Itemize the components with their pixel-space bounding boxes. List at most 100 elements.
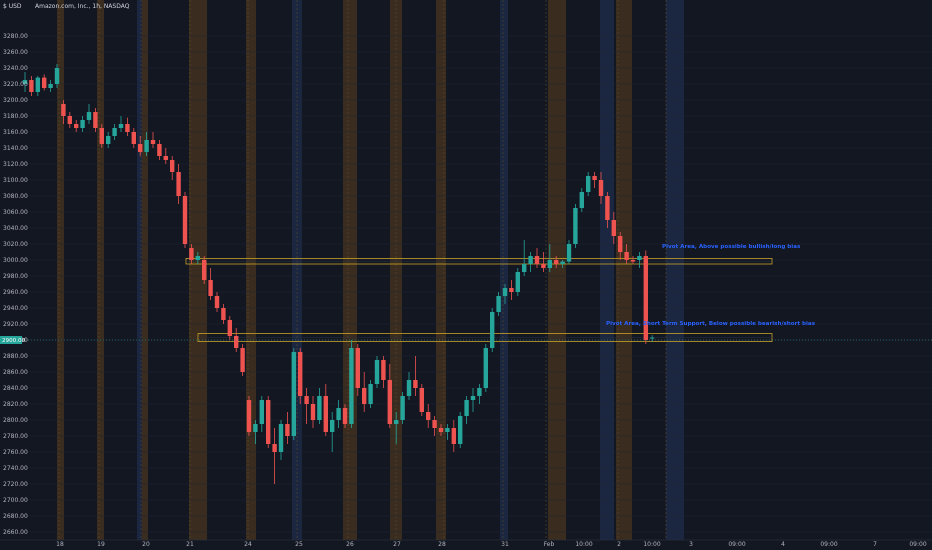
candle-body[interactable] xyxy=(48,84,53,88)
candle-body[interactable] xyxy=(214,296,220,308)
candle-body[interactable] xyxy=(618,236,623,252)
candle-body[interactable] xyxy=(291,352,296,436)
candle-body[interactable] xyxy=(502,288,508,296)
candle-body[interactable] xyxy=(106,136,111,144)
candle-body[interactable] xyxy=(29,80,34,92)
candle-body[interactable] xyxy=(182,196,188,244)
candle-body[interactable] xyxy=(189,248,194,260)
candle-body[interactable] xyxy=(541,264,546,268)
candle-body[interactable] xyxy=(221,308,226,320)
candle-body[interactable] xyxy=(234,336,239,348)
candle-body[interactable] xyxy=(93,112,98,128)
candle-body[interactable] xyxy=(176,172,181,196)
candle-body[interactable] xyxy=(554,260,559,264)
candle-body[interactable] xyxy=(650,337,655,339)
candle-body[interactable] xyxy=(368,384,373,404)
candle-body[interactable] xyxy=(534,256,540,264)
candle-body[interactable] xyxy=(451,428,456,444)
candle-body[interactable] xyxy=(253,424,258,432)
candle-body[interactable] xyxy=(330,420,335,432)
candle-body[interactable] xyxy=(490,312,495,348)
candle-body[interactable] xyxy=(240,348,245,372)
candle-body[interactable] xyxy=(298,352,303,396)
candle-body[interactable] xyxy=(509,288,514,292)
candle-body[interactable] xyxy=(381,360,386,380)
candle-body[interactable] xyxy=(566,244,572,262)
candle-body[interactable] xyxy=(304,396,309,404)
candle-body[interactable] xyxy=(605,196,610,220)
candle-body[interactable] xyxy=(323,396,328,432)
candle-body[interactable] xyxy=(573,208,578,244)
candle-body[interactable] xyxy=(598,180,604,196)
candle-body[interactable] xyxy=(426,412,431,420)
candle-body[interactable] xyxy=(22,80,28,84)
candle-body[interactable] xyxy=(586,176,591,192)
candle-body[interactable] xyxy=(170,160,175,172)
candle-body[interactable] xyxy=(349,348,354,424)
candle-body[interactable] xyxy=(419,388,424,412)
candle-body[interactable] xyxy=(278,424,284,452)
candle-body[interactable] xyxy=(579,192,584,208)
candle-body[interactable] xyxy=(138,144,143,152)
candle-body[interactable] xyxy=(157,144,162,156)
candle-body[interactable] xyxy=(413,380,418,388)
candle-body[interactable] xyxy=(42,77,47,88)
candle-body[interactable] xyxy=(195,256,200,260)
candle-body[interactable] xyxy=(99,128,104,144)
candle-body[interactable] xyxy=(477,388,482,396)
candle-body[interactable] xyxy=(86,112,92,120)
candle-body[interactable] xyxy=(163,156,168,160)
candle-body[interactable] xyxy=(202,260,207,280)
candle-body[interactable] xyxy=(80,120,85,128)
candle-body[interactable] xyxy=(35,77,40,92)
candle-body[interactable] xyxy=(374,360,380,384)
candle-body[interactable] xyxy=(112,128,117,136)
candle-body[interactable] xyxy=(246,400,252,432)
candle-body[interactable] xyxy=(67,116,72,124)
candle-body[interactable] xyxy=(643,256,648,340)
candle-body[interactable] xyxy=(522,264,527,272)
candle-body[interactable] xyxy=(592,176,597,180)
candle-body[interactable] xyxy=(317,396,322,420)
candle-body[interactable] xyxy=(355,348,360,388)
candle-body[interactable] xyxy=(406,380,412,396)
candle-body[interactable] xyxy=(394,420,399,424)
candle-body[interactable] xyxy=(342,408,348,424)
candle-body[interactable] xyxy=(125,124,130,132)
candle-body[interactable] xyxy=(432,420,437,428)
candle-body[interactable] xyxy=(208,280,213,296)
candle-body[interactable] xyxy=(637,256,642,260)
candle-body[interactable] xyxy=(438,428,444,432)
candle-body[interactable] xyxy=(150,140,156,144)
candle-body[interactable] xyxy=(131,132,136,144)
candle-body[interactable] xyxy=(74,124,79,128)
candle-body[interactable] xyxy=(458,416,463,444)
candle-body[interactable] xyxy=(496,296,501,312)
candle-body[interactable] xyxy=(362,388,367,404)
candle-body[interactable] xyxy=(400,396,405,420)
candle-body[interactable] xyxy=(630,260,636,262)
candle-body[interactable] xyxy=(611,220,616,236)
candle-body[interactable] xyxy=(227,320,232,336)
candle-body[interactable] xyxy=(445,428,450,432)
candle-body[interactable] xyxy=(547,260,552,268)
candle-body[interactable] xyxy=(144,140,149,152)
candle-body[interactable] xyxy=(259,400,264,424)
candle-body[interactable] xyxy=(266,400,271,444)
candle-body[interactable] xyxy=(272,444,277,452)
candle-body[interactable] xyxy=(54,68,60,84)
candle-body[interactable] xyxy=(285,424,290,436)
candle-body[interactable] xyxy=(336,408,341,420)
candle-body[interactable] xyxy=(515,272,520,292)
candle-body[interactable] xyxy=(470,396,476,400)
candle-body[interactable] xyxy=(624,252,629,260)
candle-body[interactable] xyxy=(464,400,469,416)
x-axis[interactable]: 18 19 20 21 24 25 26 27 28 31 Feb 10:00 2 10:00 3 09:00… xyxy=(0,539,932,548)
candle-body[interactable] xyxy=(310,404,316,420)
candle-body[interactable] xyxy=(560,261,565,264)
candle-body[interactable] xyxy=(483,348,488,388)
candle-body[interactable] xyxy=(118,124,124,128)
candle-body[interactable] xyxy=(528,256,533,264)
